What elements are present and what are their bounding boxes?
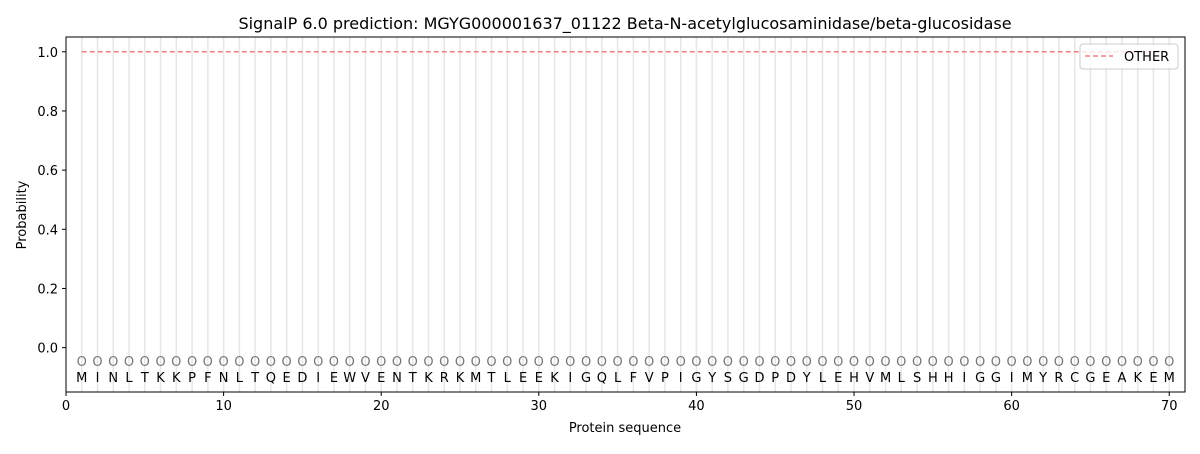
legend-label-other: OTHER (1124, 50, 1169, 65)
residue-label: G (691, 371, 701, 386)
residue-label: M (1022, 371, 1033, 386)
grid-lines (81, 37, 1170, 392)
residue-label: C (1070, 371, 1079, 386)
residue-label: F (204, 371, 211, 386)
residue-label: F (630, 371, 637, 386)
residue-label: E (535, 371, 543, 386)
residue-label: Y (707, 371, 716, 386)
residue-label: I (316, 371, 320, 386)
residue-label: K (1133, 371, 1142, 386)
residue-label: T (250, 371, 259, 386)
y-axis-label: Probability (15, 180, 30, 249)
residue-label: K (550, 371, 559, 386)
residue-label: E (834, 371, 842, 386)
residue-label: M (76, 371, 87, 386)
y-tick-label: 0.2 (37, 282, 58, 297)
residue-label: E (1149, 371, 1157, 386)
residue-label: E (377, 371, 385, 386)
y-tick-label: 1.0 (37, 46, 58, 61)
residue-label: S (913, 371, 921, 386)
x-tick-label: 10 (215, 399, 232, 414)
legend-box (1079, 43, 1179, 70)
x-axis: 0 10 20 30 40 50 60 70 (62, 392, 1178, 414)
residue-label: D (754, 371, 764, 386)
residue-label: P (771, 371, 779, 386)
residue-label: P (188, 371, 196, 386)
residue-label: M (880, 371, 891, 386)
residue-label: L (504, 371, 512, 386)
residue-label: A (1118, 371, 1127, 386)
residue-label: K (172, 371, 181, 386)
residue-label: E (519, 371, 527, 386)
residue-label: H (849, 371, 859, 386)
chart-title: SignalP 6.0 prediction: MGYG000001637_01… (238, 14, 1011, 34)
residue-label: G (739, 371, 749, 386)
residue-label: R (440, 371, 449, 386)
residue-label: E (1102, 371, 1110, 386)
residue-label: I (962, 371, 966, 386)
x-tick-label: 60 (1003, 399, 1020, 414)
residue-label: G (975, 371, 985, 386)
residue-label: L (614, 371, 622, 386)
residue-label: Q (266, 371, 276, 386)
residue-label: M (470, 371, 481, 386)
residue-label: E (330, 371, 338, 386)
plot-frame (65, 36, 1186, 393)
residue-label: V (361, 371, 370, 386)
residue-label: I (679, 371, 683, 386)
y-tick-label: 0.6 (37, 164, 58, 179)
residue-label: T (140, 371, 149, 386)
legend: OTHER (1079, 43, 1179, 70)
residue-label: W (343, 371, 356, 386)
x-tick-label: 30 (531, 399, 548, 414)
residue-label: Y (1038, 371, 1047, 386)
residue-label: P (661, 371, 669, 386)
x-tick-label: 50 (846, 399, 863, 414)
residue-label: E (283, 371, 291, 386)
residue-label: G (1085, 371, 1095, 386)
y-tick-label: 0.4 (37, 223, 58, 238)
predicted-label-markers: OOOOOOOOOOOOOOOOOOOOOOOOOOOOOOOOOOOOOOOO… (77, 355, 1175, 370)
residue-label: I (96, 371, 100, 386)
residue-label: L (236, 371, 244, 386)
residue-label: D (786, 371, 796, 386)
marks: OOOOOOOOOOOOOOOOOOOOOOOOOOOOOOOOOOOOOOOO… (76, 51, 1175, 386)
residue-label: K (156, 371, 165, 386)
residue-label: N (108, 371, 118, 386)
x-tick-label: 40 (688, 399, 705, 414)
residue-label: G (581, 371, 591, 386)
residue-label: H (944, 371, 954, 386)
residue-label: T (487, 371, 496, 386)
residue-label: L (819, 371, 827, 386)
y-axis: 0.0 0.2 0.4 0.6 0.8 1.0 (37, 46, 66, 357)
residue-label: I (1010, 371, 1014, 386)
y-tick-label: 0.8 (37, 105, 58, 120)
y-tick-label: 0.0 (37, 342, 58, 357)
residue-label: L (898, 371, 906, 386)
residue-label: Y (802, 371, 811, 386)
residue-label: K (424, 371, 433, 386)
residue-label: D (297, 371, 307, 386)
residue-label: S (724, 371, 732, 386)
residue-label: T (408, 371, 417, 386)
residue-label: Q (597, 371, 607, 386)
residue-label: V (865, 371, 874, 386)
residue-label: V (645, 371, 654, 386)
residue-label: G (991, 371, 1001, 386)
residue-label: L (125, 371, 133, 386)
x-tick-label: 70 (1161, 399, 1178, 414)
residue-label: I (568, 371, 572, 386)
residue-label: H (928, 371, 938, 386)
residue-label: M (1164, 371, 1175, 386)
x-tick-label: 20 (373, 399, 390, 414)
residue-label: N (392, 371, 402, 386)
residue-label: N (219, 371, 229, 386)
x-tick-label: 0 (62, 399, 70, 414)
x-axis-label: Protein sequence (569, 421, 681, 436)
residue-label: R (1054, 371, 1063, 386)
residue-label: K (456, 371, 465, 386)
